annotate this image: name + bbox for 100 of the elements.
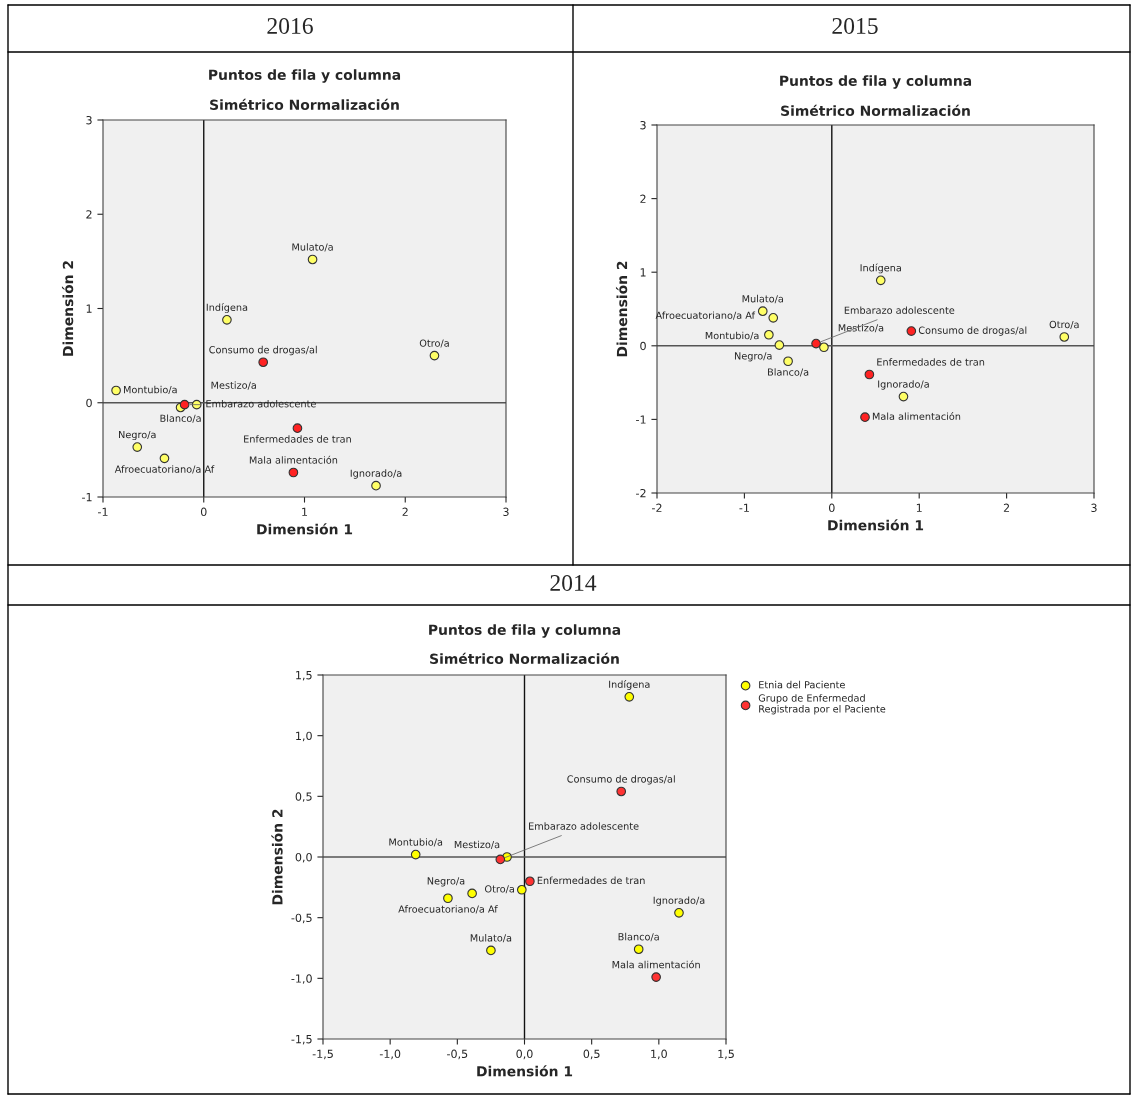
- x-tick-label: -1,0: [379, 1049, 401, 1060]
- annotation: Negro/a: [734, 352, 772, 362]
- y-tick-label: 3: [86, 115, 92, 125]
- y-tick-label: 0,0: [295, 852, 312, 863]
- point: [811, 338, 821, 349]
- y-tick-label: 0: [640, 341, 646, 351]
- point: [222, 314, 232, 325]
- annotation: Otro/a: [1049, 320, 1079, 329]
- annotation: Mala alimentación: [249, 455, 338, 464]
- point: [633, 944, 644, 955]
- annotation: Otro/a: [419, 339, 449, 348]
- point: [429, 350, 440, 361]
- point: [132, 442, 143, 452]
- annotation: Mala alimentación: [872, 412, 961, 421]
- legend-label: Grupo de Enfermedad Registrada por el Paciente: [758, 694, 886, 715]
- chart-title: 2016: [267, 17, 313, 34]
- y-tick-label: 0: [86, 398, 92, 408]
- annotation: Consumo de drogas/al: [209, 345, 317, 356]
- point: [443, 893, 453, 904]
- point: [467, 888, 477, 899]
- x-tick-label: 3: [503, 507, 509, 517]
- x-axis-title: Dimensión 1: [257, 523, 353, 535]
- y-tick-label: 2: [86, 210, 92, 219]
- point: [764, 329, 774, 340]
- x-tick-label: -1: [739, 503, 749, 512]
- chart-subtitle: Puntos de fila y columna: [209, 69, 401, 83]
- x-axis-title: Dimensión 1: [828, 519, 924, 531]
- x-tick-label: -2: [652, 503, 662, 512]
- y-tick-label: 1,5: [296, 671, 312, 681]
- x-tick-label: 2: [402, 507, 408, 516]
- x-tick-label: -0,5: [447, 1049, 468, 1060]
- point: [864, 369, 875, 380]
- x-tick-label: 0: [200, 507, 207, 517]
- point: [898, 391, 909, 402]
- point: [906, 326, 917, 336]
- annotation: Afroecuatoriano/a Af: [114, 465, 215, 474]
- point: [860, 412, 870, 423]
- point: [525, 876, 535, 887]
- point: [292, 423, 303, 434]
- annotation: Negro/a: [119, 430, 156, 441]
- annotation: Consumo de drogas/al: [567, 775, 675, 785]
- annotation: Indígena: [860, 263, 901, 274]
- y-tick-label: 3: [640, 120, 646, 130]
- annotation: Ignorado/a: [350, 469, 402, 479]
- y-axis-title: Dimensión 2: [61, 261, 74, 356]
- y-tick-label: -0,5: [291, 913, 312, 924]
- point: [819, 342, 829, 353]
- annotation: Blanco/a: [160, 414, 201, 423]
- annotation: Montubio/a: [124, 385, 177, 395]
- legend-label: Etnia del Paciente: [759, 680, 845, 689]
- annotation: Blanco/a: [768, 368, 809, 377]
- point: [258, 357, 269, 368]
- point: [410, 849, 421, 860]
- annotation: Mulato/a: [470, 934, 512, 943]
- y-tick-label: 1,0: [296, 731, 312, 742]
- annotation: Enfermedades de tran: [877, 358, 985, 366]
- text: Simétrico Normalización: [781, 104, 970, 117]
- annotation: Embarazo adolescente: [529, 822, 639, 830]
- y-axis-title: Dimensión 2: [271, 809, 283, 905]
- x-tick-label: -1,5: [312, 1049, 333, 1060]
- annotation: Mestizo/a: [454, 840, 500, 849]
- annotation: Indígena: [609, 680, 650, 690]
- y-tick-label: 2: [640, 194, 646, 203]
- x-tick-label: 0: [829, 503, 835, 513]
- point: [616, 786, 627, 797]
- x-tick-label: 0,0: [516, 1049, 533, 1060]
- annotation: Embarazo adolescente: [844, 306, 955, 314]
- point: [288, 467, 299, 478]
- annotation: Negro/a: [427, 877, 465, 887]
- y-axis-title: Dimensión 2: [615, 261, 628, 357]
- point: [651, 972, 661, 982]
- point: [783, 356, 793, 367]
- point: [179, 399, 190, 410]
- point: [111, 385, 121, 396]
- annotation: Enfermedades de tran: [244, 435, 351, 443]
- annotation: Mestizo/a: [211, 381, 256, 390]
- text: Simétrico Normalización: [210, 98, 399, 111]
- annotation: Blanco/a: [618, 932, 659, 942]
- x-tick-label: 2: [1003, 503, 1010, 512]
- x-tick-label: 3: [1091, 503, 1097, 513]
- annotation: Ignorado/a: [653, 896, 705, 906]
- y-tick-label: -1,0: [291, 974, 312, 984]
- annotation: Mulato/a: [742, 294, 783, 304]
- annotation: Montubio/a: [389, 838, 443, 847]
- x-tick-label: 1,5: [718, 1049, 734, 1060]
- point: [159, 453, 170, 464]
- point: [768, 312, 779, 323]
- y-tick-label: -1,5: [291, 1035, 312, 1045]
- annotation: Enfermedades de tran: [537, 876, 645, 885]
- annotation: Afroecuatoriano/a Af: [398, 905, 498, 914]
- chart-subtitle: Puntos de fila y columna: [780, 75, 972, 89]
- y-tick-label: -1: [636, 415, 646, 424]
- text: Simétrico Normalización: [430, 652, 619, 665]
- y-tick-label: 0,5: [295, 792, 312, 802]
- point: [371, 480, 381, 491]
- annotation: Afroecuatoriano/a Af: [655, 311, 756, 320]
- annotation: Otro/a: [484, 885, 514, 894]
- annotation: Ignorado/a: [878, 380, 929, 390]
- point: [624, 692, 635, 702]
- chart-subtitle: Puntos de fila y columna: [429, 624, 621, 638]
